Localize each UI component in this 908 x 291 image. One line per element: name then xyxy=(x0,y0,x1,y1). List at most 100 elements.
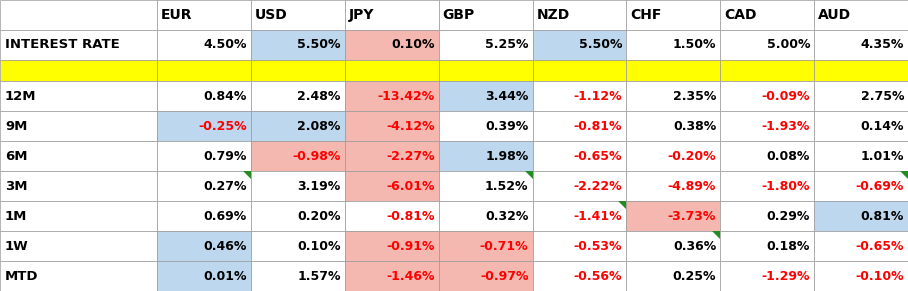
Bar xyxy=(814,231,908,261)
Text: 0.38%: 0.38% xyxy=(673,120,716,132)
Text: 0.32%: 0.32% xyxy=(485,210,528,223)
Bar xyxy=(439,30,532,60)
Bar xyxy=(345,30,439,60)
Polygon shape xyxy=(618,201,627,209)
Text: -0.81%: -0.81% xyxy=(386,210,435,223)
Text: 0.36%: 0.36% xyxy=(673,239,716,253)
Bar xyxy=(814,30,908,60)
Text: AUD: AUD xyxy=(818,8,852,22)
Polygon shape xyxy=(900,171,908,179)
Text: -6.01%: -6.01% xyxy=(386,180,435,193)
Bar xyxy=(157,201,251,231)
Text: JPY: JPY xyxy=(349,8,374,22)
Bar xyxy=(720,60,814,81)
Bar xyxy=(251,30,345,60)
Polygon shape xyxy=(712,231,720,239)
Bar xyxy=(0,0,157,30)
Bar xyxy=(720,201,814,231)
Text: -0.69%: -0.69% xyxy=(855,180,904,193)
Bar xyxy=(439,171,532,201)
Text: GBP: GBP xyxy=(442,8,475,22)
Bar xyxy=(720,231,814,261)
Text: 0.20%: 0.20% xyxy=(297,210,340,223)
Bar xyxy=(157,81,251,111)
Bar xyxy=(532,261,627,291)
Bar xyxy=(814,81,908,111)
Bar xyxy=(720,81,814,111)
Text: -0.71%: -0.71% xyxy=(479,239,528,253)
Text: 0.27%: 0.27% xyxy=(203,180,247,193)
Bar xyxy=(627,60,720,81)
Text: -0.25%: -0.25% xyxy=(198,120,247,132)
Text: 9M: 9M xyxy=(5,120,27,132)
Text: 1M: 1M xyxy=(5,210,27,223)
Text: 0.29%: 0.29% xyxy=(766,210,810,223)
Text: -0.91%: -0.91% xyxy=(386,239,435,253)
Bar xyxy=(0,201,157,231)
Text: 2.08%: 2.08% xyxy=(298,120,340,132)
Text: 0.18%: 0.18% xyxy=(766,239,810,253)
Bar xyxy=(720,171,814,201)
Bar xyxy=(532,60,627,81)
Bar xyxy=(532,0,627,30)
Text: 4.50%: 4.50% xyxy=(203,38,247,52)
Text: 2.35%: 2.35% xyxy=(673,90,716,102)
Bar xyxy=(627,171,720,201)
Text: CHF: CHF xyxy=(630,8,662,22)
Bar xyxy=(439,141,532,171)
Bar xyxy=(627,81,720,111)
Bar xyxy=(345,81,439,111)
Text: -4.12%: -4.12% xyxy=(386,120,435,132)
Bar xyxy=(532,30,627,60)
Text: 3.19%: 3.19% xyxy=(298,180,340,193)
Text: -0.65%: -0.65% xyxy=(574,150,622,162)
Text: -0.65%: -0.65% xyxy=(855,239,904,253)
Bar xyxy=(251,111,345,141)
Bar xyxy=(720,261,814,291)
Text: 3.44%: 3.44% xyxy=(485,90,528,102)
Bar xyxy=(439,201,532,231)
Text: 0.01%: 0.01% xyxy=(203,269,247,283)
Bar xyxy=(251,201,345,231)
Bar xyxy=(0,111,157,141)
Bar xyxy=(532,201,627,231)
Text: NZD: NZD xyxy=(537,8,569,22)
Bar xyxy=(439,261,532,291)
Text: 0.14%: 0.14% xyxy=(861,120,904,132)
Text: 5.25%: 5.25% xyxy=(485,38,528,52)
Bar xyxy=(0,60,157,81)
Text: -1.41%: -1.41% xyxy=(574,210,622,223)
Text: 0.69%: 0.69% xyxy=(203,210,247,223)
Bar xyxy=(627,111,720,141)
Text: 12M: 12M xyxy=(5,90,36,102)
Bar xyxy=(157,231,251,261)
Bar xyxy=(345,141,439,171)
Text: 0.81%: 0.81% xyxy=(861,210,904,223)
Bar xyxy=(439,231,532,261)
Text: 0.08%: 0.08% xyxy=(766,150,810,162)
Bar xyxy=(532,231,627,261)
Bar xyxy=(157,111,251,141)
Bar xyxy=(439,81,532,111)
Text: CAD: CAD xyxy=(725,8,756,22)
Text: -13.42%: -13.42% xyxy=(378,90,435,102)
Bar xyxy=(345,60,439,81)
Text: 0.39%: 0.39% xyxy=(485,120,528,132)
Text: 0.10%: 0.10% xyxy=(297,239,340,253)
Text: 5.50%: 5.50% xyxy=(579,38,622,52)
Bar xyxy=(814,201,908,231)
Text: 0.84%: 0.84% xyxy=(203,90,247,102)
Text: EUR: EUR xyxy=(161,8,192,22)
Bar xyxy=(0,81,157,111)
Text: 5.50%: 5.50% xyxy=(297,38,340,52)
Text: 0.10%: 0.10% xyxy=(391,38,435,52)
Bar xyxy=(251,60,345,81)
Bar xyxy=(814,0,908,30)
Bar xyxy=(157,141,251,171)
Bar xyxy=(814,111,908,141)
Polygon shape xyxy=(525,171,532,179)
Text: 1.52%: 1.52% xyxy=(485,180,528,193)
Text: -3.73%: -3.73% xyxy=(668,210,716,223)
Text: INTEREST RATE: INTEREST RATE xyxy=(5,38,120,52)
Bar xyxy=(345,231,439,261)
